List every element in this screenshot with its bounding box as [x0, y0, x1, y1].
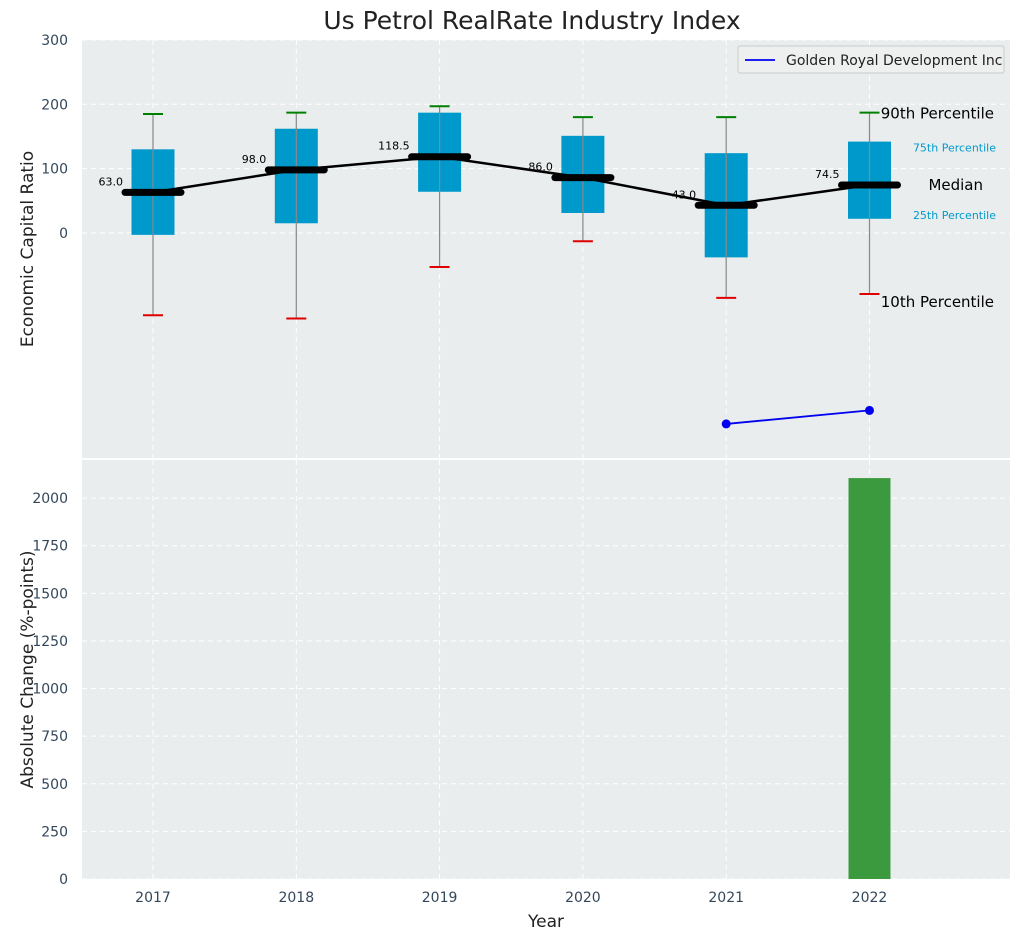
bottom-y-tick-label: 1250: [32, 634, 68, 650]
bottom-y-axis-title: Absolute Change (%-points): [18, 551, 38, 789]
x-tick-label-2019: 2019: [422, 890, 458, 906]
top-y-tick-label: 300: [41, 33, 68, 49]
annotation-25th-percentile: 25th Percentile: [913, 209, 996, 222]
bottom-y-tick-label: 0: [59, 872, 68, 888]
top-panel: 0 100 200 300 63.0 98.0 118.5 86.0 43.0 74.5 90th …: [18, 33, 1010, 458]
median-value-label-2022: 74.5: [815, 168, 840, 181]
bottom-panel: 0 250 500 750 1000 1250 1500 1750 2000 2017 2018 20…: [18, 460, 1010, 932]
bar-2022: [848, 478, 891, 879]
median-value-label-2019: 118.5: [378, 140, 410, 153]
chart-title: Us Petrol RealRate Industry Index: [323, 6, 740, 35]
legend-series-label: Golden Royal Development Inc: [786, 53, 1002, 69]
x-tick-label-2017: 2017: [135, 890, 171, 906]
bottom-y-tick-label: 500: [41, 777, 68, 793]
bottom-y-tick-label: 1750: [32, 539, 68, 555]
top-plot-background: [82, 40, 1010, 458]
top-y-tick-label: 100: [41, 162, 68, 178]
annotation-75th-percentile: 75th Percentile: [913, 142, 996, 155]
median-value-label-2021: 43.0: [672, 188, 697, 201]
x-tick-label-2018: 2018: [278, 890, 314, 906]
x-axis-title: Year: [527, 912, 564, 932]
series-point-2021: [721, 419, 731, 429]
bottom-y-tick-label: 1500: [32, 586, 68, 602]
annotation-median: Median: [928, 176, 983, 194]
median-value-label-2017: 63.0: [99, 175, 124, 188]
series-line-0: [726, 409, 870, 425]
bottom-y-tick-label: 2000: [32, 491, 68, 507]
annotation-90th-percentile: 90th Percentile: [881, 105, 994, 123]
legend-box: [737, 45, 1005, 74]
chart-legend: Golden Royal Development Inc: [737, 45, 1005, 74]
top-y-axis-title: Economic Capital Ratio: [18, 151, 38, 347]
x-tick-label-2021: 2021: [708, 890, 744, 906]
annotation-10th-percentile: 10th Percentile: [881, 293, 994, 311]
bottom-y-tick-label: 750: [41, 729, 68, 745]
bottom-y-tick-label: 250: [41, 824, 68, 840]
top-y-tick-label: 200: [41, 97, 68, 113]
median-value-label-2020: 86.0: [528, 161, 553, 174]
median-value-label-2018: 98.0: [242, 153, 267, 166]
top-y-tick-label: 0: [59, 226, 68, 242]
x-tick-label-2020: 2020: [565, 890, 601, 906]
x-tick-label-2022: 2022: [852, 890, 888, 906]
bottom-y-tick-label: 1000: [32, 682, 68, 698]
series-point-2022: [865, 405, 874, 415]
